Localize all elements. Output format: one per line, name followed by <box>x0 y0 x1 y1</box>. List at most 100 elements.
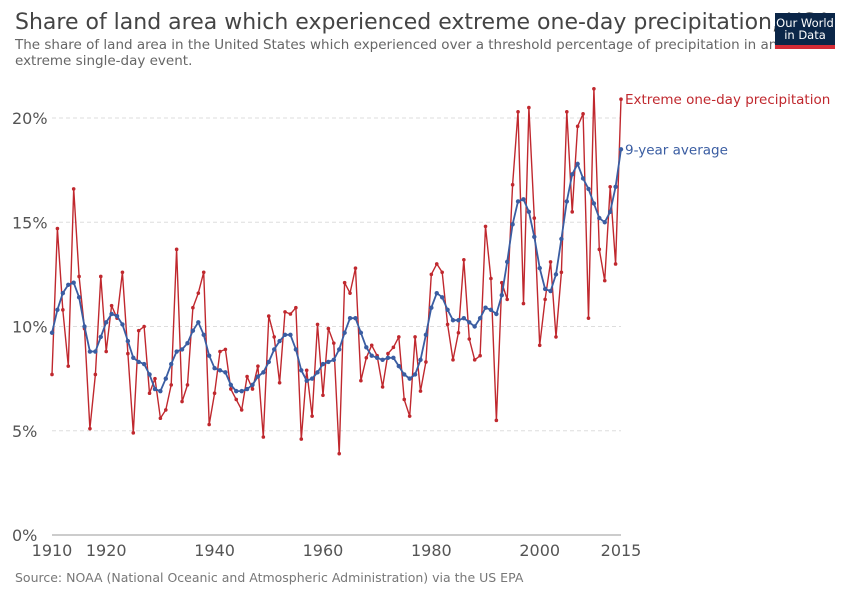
data-point <box>461 315 467 321</box>
data-point <box>483 305 488 310</box>
data-point <box>467 320 472 325</box>
data-point <box>564 199 570 204</box>
data-point <box>169 361 174 367</box>
data-point <box>548 288 553 294</box>
data-point <box>250 382 255 388</box>
data-point <box>109 303 114 308</box>
data-point <box>212 366 217 371</box>
data-point <box>228 382 234 388</box>
data-point <box>326 326 331 331</box>
data-point <box>597 247 602 252</box>
data-point <box>244 386 250 392</box>
data-point <box>87 349 93 354</box>
data-point <box>575 124 580 129</box>
data-point <box>164 408 168 412</box>
data-point <box>114 313 120 319</box>
data-point <box>272 335 276 339</box>
data-point <box>499 293 504 298</box>
data-point <box>413 335 417 339</box>
data-point <box>554 335 558 339</box>
data-point <box>499 280 504 285</box>
owid-logo[interactable]: Our World in Data <box>775 13 835 49</box>
data-point <box>147 391 152 396</box>
data-point <box>407 414 412 418</box>
data-point <box>369 353 374 358</box>
data-point <box>190 328 196 333</box>
data-point <box>304 378 309 383</box>
data-point <box>293 347 299 352</box>
data-point <box>489 276 493 281</box>
data-point <box>299 368 304 373</box>
data-point <box>109 311 114 317</box>
data-point <box>315 322 320 327</box>
x-tick-label: 1980 <box>411 541 452 560</box>
data-point <box>217 368 223 373</box>
data-point <box>521 301 526 306</box>
data-point <box>494 311 499 317</box>
data-point <box>347 315 353 321</box>
data-point <box>271 347 277 352</box>
data-point <box>462 257 466 262</box>
data-point <box>331 341 336 345</box>
data-point <box>98 334 103 340</box>
data-point <box>60 290 66 296</box>
data-point <box>66 282 71 287</box>
series-label: Extreme one-day precipitation <box>625 92 830 108</box>
data-point <box>131 355 136 360</box>
data-point <box>88 426 92 431</box>
data-point <box>185 383 190 387</box>
data-point <box>591 201 597 206</box>
data-point <box>50 372 54 377</box>
data-point <box>532 216 537 220</box>
chart-subtitle: The share of land area in the United Sta… <box>15 37 778 69</box>
data-point <box>586 316 591 320</box>
logo-line-1: Our World <box>776 16 834 30</box>
data-point <box>559 270 564 275</box>
data-point <box>223 347 228 352</box>
data-point <box>602 220 607 225</box>
data-point <box>515 199 521 204</box>
x-tick-label: 1960 <box>303 541 344 560</box>
data-point <box>570 210 575 214</box>
series-label: 9-year average <box>625 142 728 158</box>
data-point <box>71 187 76 191</box>
data-point <box>158 388 163 394</box>
data-point <box>310 414 314 418</box>
logo-line-2: in Data <box>784 28 826 42</box>
data-point <box>282 332 288 338</box>
data-point <box>142 324 146 329</box>
data-point <box>326 359 331 365</box>
data-point <box>66 364 71 368</box>
data-point <box>526 209 532 215</box>
series-line <box>51 149 622 393</box>
data-point <box>125 338 131 344</box>
data-point <box>527 105 531 110</box>
data-point <box>196 291 201 295</box>
data-point <box>472 324 477 329</box>
data-point <box>337 347 342 352</box>
data-point <box>277 380 282 385</box>
data-point <box>456 330 461 335</box>
x-tick-label: 1910 <box>32 541 73 560</box>
data-point <box>396 363 402 369</box>
data-point <box>374 355 380 360</box>
data-point <box>542 286 548 292</box>
data-point <box>104 349 108 354</box>
data-point <box>369 343 374 348</box>
x-tick-label: 2000 <box>519 541 560 560</box>
data-point <box>434 262 439 266</box>
data-point <box>304 368 309 373</box>
data-point <box>229 387 233 391</box>
data-point <box>61 308 65 312</box>
data-point <box>82 324 87 329</box>
data-point <box>98 274 103 279</box>
data-point <box>255 374 261 379</box>
data-point <box>321 393 325 398</box>
data-point <box>76 295 82 300</box>
data-point <box>93 372 98 377</box>
data-point <box>71 280 76 285</box>
data-point <box>136 328 141 333</box>
data-point <box>245 374 249 379</box>
data-point <box>55 307 60 313</box>
data-point <box>581 112 585 116</box>
